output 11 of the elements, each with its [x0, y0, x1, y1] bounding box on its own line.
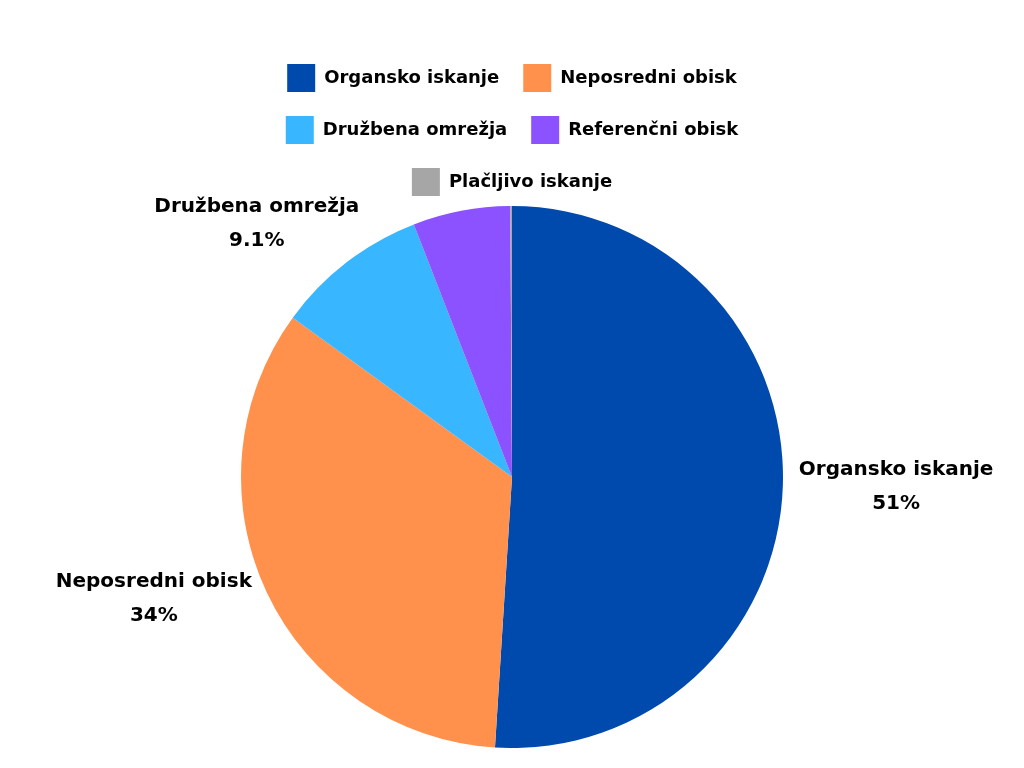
- slice-label: Družbena omrežja: [154, 193, 360, 218]
- data-label: 51%: [872, 490, 921, 515]
- legend-label: Plačljivo iskanje: [448, 169, 613, 191]
- data-label: 34%: [129, 601, 178, 626]
- slice-label: Organsko iskanje: [798, 456, 994, 481]
- data-label: 9.1%: [229, 227, 285, 252]
- legend-label: Organsko iskanje: [324, 65, 500, 87]
- legend-label: Referenčni obisk: [568, 117, 740, 139]
- legend-label: Družbena omrežja: [322, 117, 508, 139]
- legend-label: Neposredni obisk: [560, 65, 738, 87]
- slice-label: Neposredni obisk: [55, 567, 253, 592]
